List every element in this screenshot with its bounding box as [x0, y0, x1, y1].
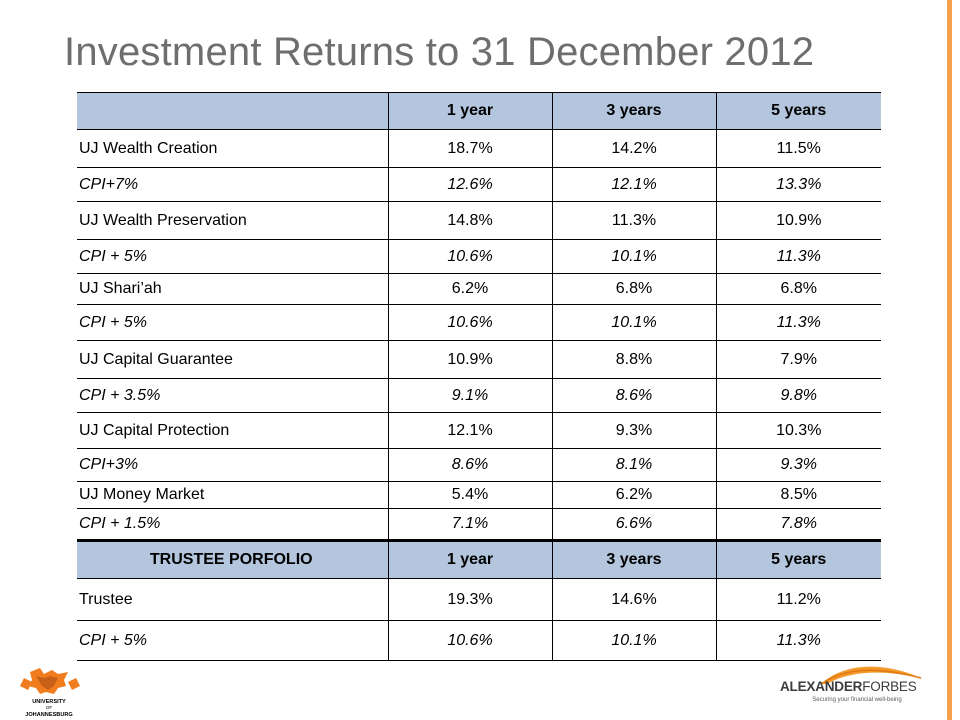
return-3-years: 10.1% — [552, 620, 717, 661]
benchmark-row: CPI + 1.5% 7.1% 6.6% 7.8% — [77, 508, 881, 541]
trustee-header-3-years: 3 years — [552, 539, 717, 579]
return-5-years: 6.8% — [716, 273, 881, 305]
return-5-years: 10.9% — [716, 201, 881, 240]
return-3-years: 6.8% — [552, 273, 717, 305]
af-wordmark-a: ALEXANDER — [780, 679, 863, 694]
return-3-years: 12.1% — [552, 167, 717, 202]
return-1-year: 6.2% — [388, 273, 553, 305]
return-5-years: 7.8% — [716, 508, 881, 541]
svg-text:ALEXANDERFORBES: ALEXANDERFORBES — [780, 679, 917, 694]
return-1-year: 5.4% — [388, 481, 553, 509]
fund-row: UJ Wealth Preservation 14.8% 11.3% 10.9% — [77, 201, 881, 240]
benchmark-row: CPI + 5% 10.6% 10.1% 11.3% — [77, 304, 881, 341]
row-name: CPI+3% — [77, 448, 389, 482]
column-header-3-years: 3 years — [552, 92, 717, 130]
row-name: UJ Capital Protection — [77, 412, 389, 449]
af-tagline: Securing your financial well-being — [812, 697, 901, 703]
fund-row: UJ Capital Guarantee 10.9% 8.8% 7.9% — [77, 340, 881, 379]
uj-logo-line-1: UNIVERSITY — [32, 699, 66, 705]
return-5-years: 7.9% — [716, 340, 881, 379]
accent-bar — [947, 0, 952, 720]
row-name: Trustee — [77, 578, 389, 621]
return-5-years: 11.3% — [716, 239, 881, 274]
returns-table: 1 year 3 years 5 years UJ Wealth Creatio… — [77, 92, 881, 661]
trustee-portfolio-label: TRUSTEE PORFOLIO — [77, 539, 389, 579]
return-3-years: 8.8% — [552, 340, 717, 379]
return-5-years: 8.5% — [716, 481, 881, 509]
return-5-years: 9.8% — [716, 378, 881, 413]
return-3-years: 9.3% — [552, 412, 717, 449]
fund-row: UJ Money Market 5.4% 6.2% 8.5% — [77, 481, 881, 509]
benchmark-row: CPI + 3.5% 9.1% 8.6% 9.8% — [77, 378, 881, 413]
row-name: CPI + 1.5% — [77, 508, 389, 541]
return-3-years: 8.1% — [552, 448, 717, 482]
trustee-header-5-years: 5 years — [716, 539, 881, 579]
fund-row: Trustee 19.3% 14.6% 11.2% — [77, 578, 881, 621]
return-1-year: 8.6% — [388, 448, 553, 482]
return-1-year: 10.6% — [388, 239, 553, 274]
return-3-years: 10.1% — [552, 239, 717, 274]
column-header-name — [77, 92, 389, 130]
return-3-years: 10.1% — [552, 304, 717, 341]
trustee-rows: Trustee 19.3% 14.6% 11.2% CPI + 5% 10.6% 10.1%… — [77, 578, 881, 661]
row-name: CPI + 5% — [77, 620, 389, 661]
row-name: UJ Wealth Preservation — [77, 201, 389, 240]
return-3-years: 11.3% — [552, 201, 717, 240]
return-3-years: 6.2% — [552, 481, 717, 509]
trustee-header-row: TRUSTEE PORFOLIO 1 year 3 years 5 years — [77, 539, 881, 579]
row-name: CPI+7% — [77, 167, 389, 202]
return-1-year: 10.6% — [388, 304, 553, 341]
return-5-years: 11.3% — [716, 620, 881, 661]
column-header-1-year: 1 year — [388, 92, 553, 130]
alexanderforbes-logo: ALEXANDERFORBES Securing your financial … — [780, 666, 922, 703]
return-1-year: 18.7% — [388, 129, 553, 168]
fund-rows: UJ Wealth Creation 18.7% 14.2% 11.5% CPI+7% 1… — [77, 129, 881, 541]
row-name: CPI + 3.5% — [77, 378, 389, 413]
page-title: Investment Returns to 31 December 2012 — [64, 30, 815, 74]
row-name: UJ Money Market — [77, 481, 389, 509]
return-3-years: 6.6% — [552, 508, 717, 541]
column-header-5-years: 5 years — [716, 92, 881, 130]
return-5-years: 9.3% — [716, 448, 881, 482]
return-1-year: 14.8% — [388, 201, 553, 240]
return-1-year: 12.6% — [388, 167, 553, 202]
af-wordmark-b: FORBES — [862, 679, 917, 694]
return-5-years: 11.5% — [716, 129, 881, 168]
row-name: CPI + 5% — [77, 304, 389, 341]
benchmark-row: CPI + 5% 10.6% 10.1% 11.3% — [77, 239, 881, 274]
return-3-years: 8.6% — [552, 378, 717, 413]
return-1-year: 10.6% — [388, 620, 553, 661]
uj-logo-line-3: JOHANNESBURG — [25, 712, 73, 718]
row-name: CPI + 5% — [77, 239, 389, 274]
uj-logo-line-2: OF — [46, 705, 53, 710]
return-3-years: 14.2% — [552, 129, 717, 168]
benchmark-row: CPI+3% 8.6% 8.1% 9.3% — [77, 448, 881, 482]
return-5-years: 11.3% — [716, 304, 881, 341]
benchmark-row: CPI + 5% 10.6% 10.1% 11.3% — [77, 620, 881, 661]
return-1-year: 12.1% — [388, 412, 553, 449]
row-name: UJ Wealth Creation — [77, 129, 389, 168]
return-5-years: 13.3% — [716, 167, 881, 202]
return-5-years: 11.2% — [716, 578, 881, 621]
return-1-year: 19.3% — [388, 578, 553, 621]
benchmark-row: CPI+7% 12.6% 12.1% 13.3% — [77, 167, 881, 202]
return-1-year: 7.1% — [388, 508, 553, 541]
fund-row: UJ Wealth Creation 18.7% 14.2% 11.5% — [77, 129, 881, 168]
return-5-years: 10.3% — [716, 412, 881, 449]
fund-row: UJ Shari’ah 6.2% 6.8% 6.8% — [77, 273, 881, 305]
return-1-year: 9.1% — [388, 378, 553, 413]
row-name: UJ Capital Guarantee — [77, 340, 389, 379]
table-header-row: 1 year 3 years 5 years — [77, 92, 881, 130]
row-name: UJ Shari’ah — [77, 273, 389, 305]
trustee-header-1-year: 1 year — [388, 539, 553, 579]
fund-row: UJ Capital Protection 12.1% 9.3% 10.3% — [77, 412, 881, 449]
return-3-years: 14.6% — [552, 578, 717, 621]
university-of-johannesburg-logo: UNIVERSITY OF JOHANNESBURG — [20, 668, 80, 718]
return-1-year: 10.9% — [388, 340, 553, 379]
